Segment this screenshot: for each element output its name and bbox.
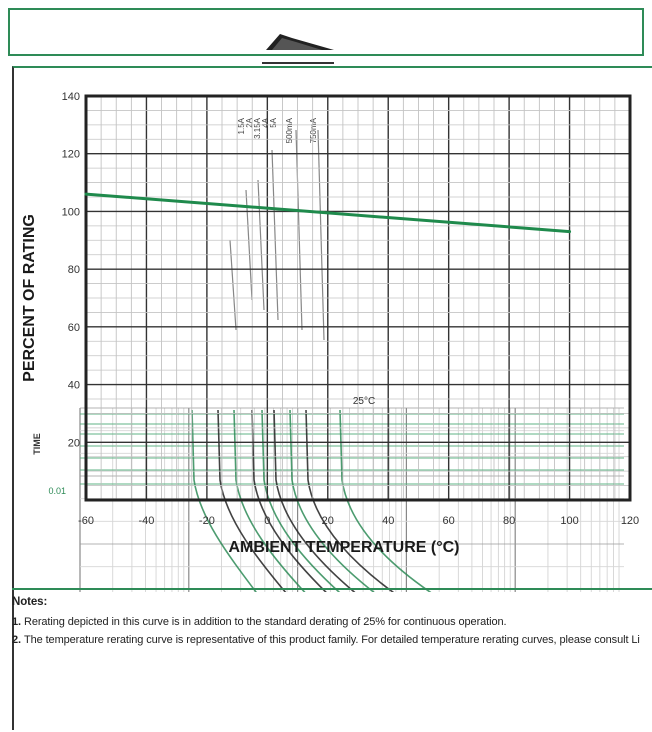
x-tick-label: 40: [382, 515, 394, 527]
background-curve-label: 4A: [261, 117, 270, 127]
chart-series: [84, 192, 572, 234]
background-curve: [261, 409, 341, 592]
x-tick-label: -20: [199, 515, 215, 527]
background-curve: [229, 239, 237, 331]
background-y-axis-label: TIME: [32, 433, 42, 455]
y-tick-label: 80: [68, 264, 80, 276]
note-text: The temperature rerating curve is repres…: [23, 633, 640, 646]
y-tick-label: 120: [62, 149, 80, 161]
y-tick-label: 40: [68, 380, 80, 392]
x-tick-label: 100: [560, 515, 578, 527]
y-tick-label: 20: [68, 437, 80, 449]
temperature-rerating-chart: 1.5A2A3.15A4A5A500mA750mATIME0.010.010.1…: [21, 91, 640, 592]
background-curve-label: 500mA: [285, 117, 294, 143]
banner-underline: [262, 62, 334, 64]
background-curve: [257, 179, 265, 311]
note-item: 1. Rerating depicted in this curve is in …: [12, 615, 640, 631]
x-tick-label: 60: [443, 515, 455, 527]
background-curve: [191, 409, 257, 592]
x-tick-label: 120: [621, 515, 639, 527]
x-tick-label: 0: [264, 515, 270, 527]
background-curve-label: 3.15A: [253, 117, 262, 139]
background-curve-label: 1.5A: [237, 117, 246, 134]
background-y-tick-label: 0.01: [48, 486, 66, 496]
background-curve-label: 750mA: [309, 117, 318, 143]
chart-axes: -60 -40 -20 0 20 40 60 80 100 120 20 40 60 80 100 120 14…: [62, 91, 640, 527]
x-tick-label: 80: [503, 515, 515, 527]
document-frame: [12, 66, 652, 730]
background-curve: [217, 409, 287, 592]
x-tick-label: -40: [138, 515, 154, 527]
note-text: Rerating depicted in this curve is in ad…: [23, 615, 507, 628]
note-item: 2. The temperature rerating curve is repr…: [12, 633, 640, 649]
background-curve: [289, 409, 375, 592]
background-curve: [295, 129, 303, 331]
x-tick-label: 20: [322, 515, 334, 527]
background-curve-label: 5A: [269, 117, 278, 127]
background-curve: [245, 189, 253, 301]
background-curve: [339, 409, 432, 592]
background-curve: [233, 409, 306, 592]
x-tick-label: -60: [78, 515, 94, 527]
plot-area-frame: [84, 94, 632, 502]
background-curve: [271, 149, 279, 321]
y-tick-label: 140: [62, 91, 80, 103]
notes-section: Notes: 1. Rerating depicted in this curve…: [12, 594, 640, 651]
chart-grid: [85, 95, 631, 501]
header-banner: [8, 8, 644, 64]
brand-logo-icon: [266, 34, 334, 50]
background-curve-label: 2A: [245, 117, 254, 127]
background-curve: [251, 409, 327, 592]
y-axis-label: PERCENT OF RATING: [21, 214, 38, 382]
y-tick-label: 60: [68, 322, 80, 334]
y-tick-label: 100: [62, 206, 80, 218]
background-curve: [317, 129, 325, 341]
note-number: 1.: [12, 615, 21, 628]
note-number: 2.: [12, 633, 21, 646]
rerating-curve-line: [84, 192, 572, 234]
notes-divider: [12, 588, 652, 590]
notes-title: Notes:: [12, 596, 48, 608]
x-axis-label: AMBIENT TEMPERATURE (°C): [229, 539, 460, 556]
background-curve: [305, 409, 395, 592]
background-curve: [273, 409, 356, 592]
chart-annotation: 25°C: [353, 396, 375, 407]
